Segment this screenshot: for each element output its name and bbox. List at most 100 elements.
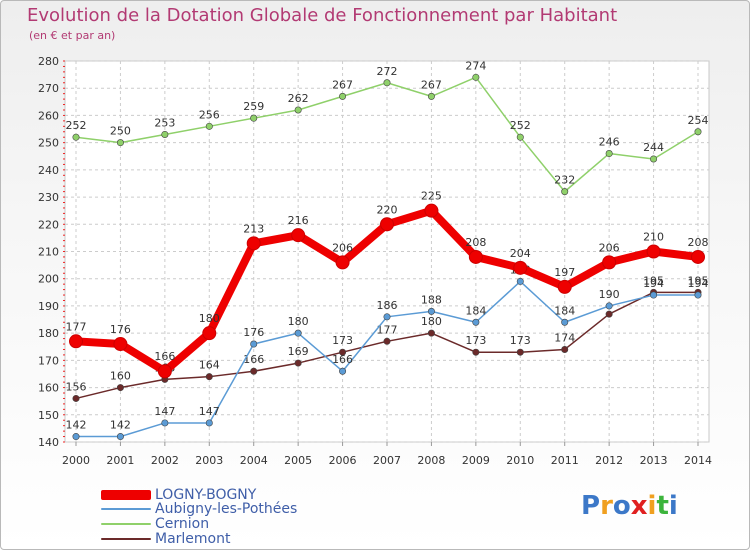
data-point-logny-bogny xyxy=(424,203,439,218)
y-minor-tick xyxy=(63,305,65,307)
y-minor-tick xyxy=(63,370,65,372)
proxiti-logo: Proxiti xyxy=(581,491,678,521)
data-label-marlemont: 173 xyxy=(510,334,531,347)
data-point-aubigny-les-poth-es xyxy=(116,433,124,441)
y-minor-tick xyxy=(63,76,65,78)
logo-letter: o xyxy=(612,491,631,521)
y-minor-tick xyxy=(63,98,65,100)
data-point-aubigny-les-poth-es xyxy=(472,318,480,326)
data-point-logny-bogny xyxy=(557,279,572,294)
legend-swatch-marlemont xyxy=(101,538,151,540)
y-tick-label: 230 xyxy=(38,191,59,204)
y-minor-tick xyxy=(63,381,65,383)
y-minor-tick xyxy=(63,299,65,301)
logo-letter: t xyxy=(656,491,669,521)
y-minor-tick xyxy=(63,87,65,89)
legend-swatch-logny-bogny xyxy=(101,490,151,500)
y-tick-label: 270 xyxy=(38,82,59,95)
data-point-cernion xyxy=(250,114,258,122)
data-point-logny-bogny xyxy=(69,334,83,349)
x-tick-label: 2012 xyxy=(595,454,623,467)
data-point-logny-bogny xyxy=(468,249,483,264)
data-label-logny-bogny: 220 xyxy=(377,203,398,216)
legend-item-cernion: Cernion xyxy=(101,516,209,532)
y-minor-tick xyxy=(63,153,65,155)
data-label-cernion: 253 xyxy=(154,116,175,129)
data-label-logny-bogny: 176 xyxy=(110,323,131,336)
y-minor-tick xyxy=(63,354,65,356)
y-tick-label: 210 xyxy=(38,246,59,259)
y-minor-tick xyxy=(63,316,65,318)
data-point-cernion xyxy=(605,150,613,158)
y-tick-label: 170 xyxy=(38,354,59,367)
y-minor-tick xyxy=(63,251,65,252)
y-minor-tick xyxy=(63,419,65,421)
y-minor-tick xyxy=(63,245,65,247)
y-tick-label: 180 xyxy=(38,327,59,340)
y-tick-label: 260 xyxy=(38,109,59,122)
y-minor-tick xyxy=(63,120,65,122)
y-minor-tick xyxy=(63,436,65,438)
x-tick-label: 2007 xyxy=(373,454,401,467)
data-point-cernion xyxy=(561,188,569,196)
y-minor-tick xyxy=(63,425,65,427)
data-point-cernion xyxy=(694,128,702,136)
y-minor-tick xyxy=(63,321,65,323)
data-point-aubigny-les-poth-es xyxy=(294,329,302,337)
y-minor-tick xyxy=(63,65,65,67)
data-point-logny-bogny xyxy=(335,255,350,270)
data-label-logny-bogny: 177 xyxy=(66,320,87,333)
y-minor-tick xyxy=(63,310,65,312)
y-minor-tick xyxy=(63,191,65,193)
data-point-aubigny-les-poth-es xyxy=(383,313,391,321)
logo-letter: i xyxy=(647,491,657,521)
data-label-marlemont: 195 xyxy=(688,274,709,287)
data-label-logny-bogny: 216 xyxy=(288,214,309,227)
data-point-marlemont xyxy=(116,384,124,392)
y-minor-tick xyxy=(63,136,65,138)
y-minor-tick xyxy=(63,169,65,171)
data-point-aubigny-les-poth-es xyxy=(561,318,569,326)
y-minor-tick xyxy=(63,142,65,144)
data-point-cernion xyxy=(472,73,480,81)
legend-label-logny-bogny: LOGNY-BOGNY xyxy=(155,487,257,503)
y-minor-tick xyxy=(63,240,65,242)
x-tick-label: 2005 xyxy=(284,454,312,467)
legend-label-marlemont: Marlemont xyxy=(155,531,231,547)
data-label-aubigny-les-poth-es: 184 xyxy=(465,304,486,317)
x-tick-label: 2001 xyxy=(106,454,134,467)
y-minor-tick xyxy=(63,82,65,84)
legend-swatch-aubigny xyxy=(101,508,151,510)
y-minor-tick xyxy=(63,414,65,416)
y-minor-tick xyxy=(63,332,65,334)
data-point-cernion xyxy=(650,155,658,163)
data-label-marlemont: 156 xyxy=(66,380,87,393)
y-minor-tick xyxy=(63,125,65,127)
x-tick-label: 2008 xyxy=(417,454,445,467)
data-point-cernion xyxy=(339,92,347,100)
logo-letter: x xyxy=(630,491,648,521)
data-label-logny-bogny: 197 xyxy=(554,266,575,279)
y-minor-tick xyxy=(63,109,65,111)
chart-subtitle: (en € et par an) xyxy=(29,29,116,42)
data-point-cernion xyxy=(383,79,391,87)
data-point-logny-bogny xyxy=(157,364,172,379)
data-label-marlemont: 160 xyxy=(110,370,131,383)
data-label-marlemont: 166 xyxy=(243,353,264,366)
data-point-logny-bogny xyxy=(113,337,128,352)
x-tick-label: 2014 xyxy=(684,454,712,467)
y-minor-tick xyxy=(63,131,65,133)
y-minor-tick xyxy=(63,218,65,220)
data-point-marlemont xyxy=(516,348,524,356)
y-minor-tick xyxy=(63,338,65,340)
data-label-logny-bogny: 180 xyxy=(199,312,220,325)
data-label-cernion: 244 xyxy=(643,141,664,154)
data-point-marlemont xyxy=(72,394,80,402)
y-minor-tick xyxy=(63,202,65,204)
data-label-cernion: 267 xyxy=(332,78,353,91)
data-label-aubigny-les-poth-es: 180 xyxy=(288,315,309,328)
data-point-logny-bogny xyxy=(380,217,394,232)
y-minor-tick xyxy=(63,392,65,394)
data-point-aubigny-les-poth-es xyxy=(339,367,347,375)
